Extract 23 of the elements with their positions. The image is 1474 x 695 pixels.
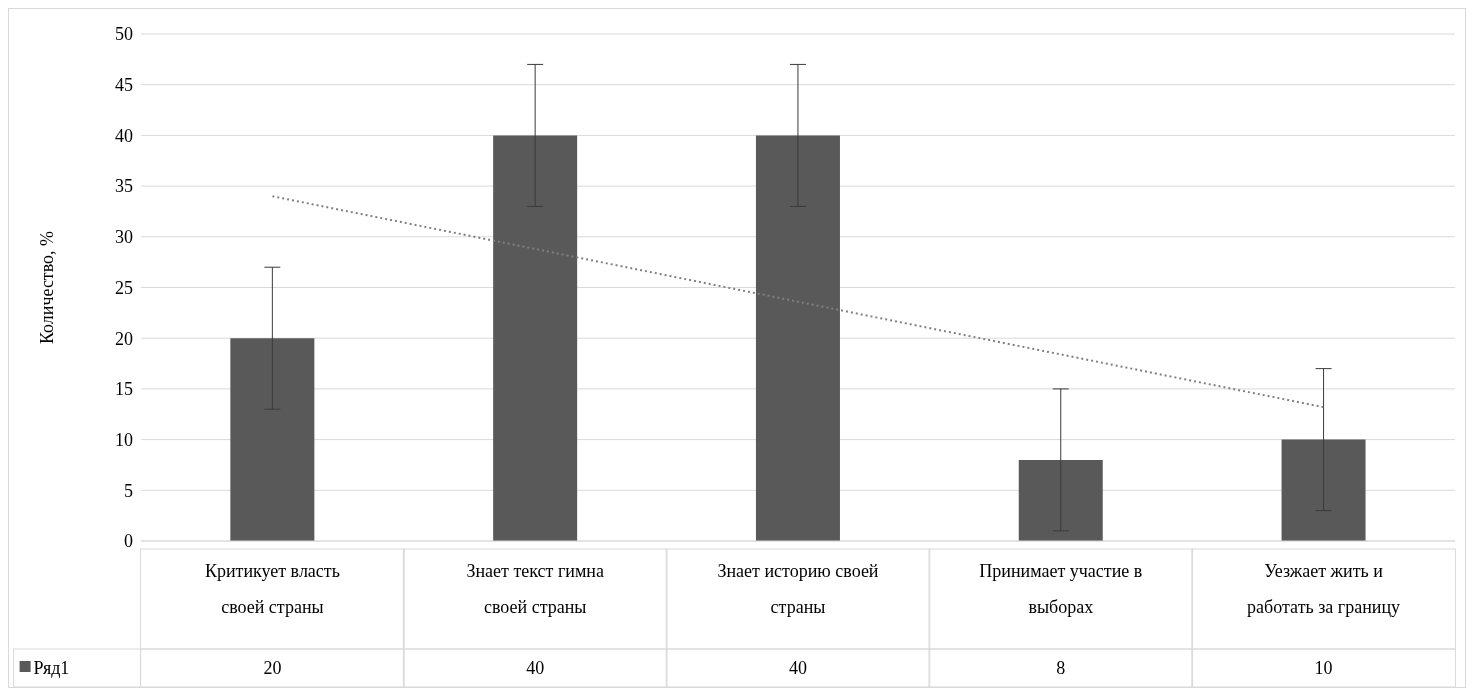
data-label: 8 [1056,658,1066,678]
x-tick-label: Критикует власть своей страны [204,561,340,617]
y-tick-label: 30 [115,227,133,248]
y-tick-label: 0 [124,531,133,552]
y-tick-label: 35 [115,176,133,197]
y-tick-label: 25 [115,277,133,298]
y-tick-label: 20 [115,328,133,349]
y-axis-title: Количество, % [37,230,58,345]
x-tick-label: Уезжает жить и работать за границу [1247,561,1401,617]
x-tick-label: Знает текст гимна своей страны [466,561,604,617]
y-tick-label: 45 [115,75,133,96]
legend-label: Ряд1 [33,658,70,678]
y-tick-label: 10 [115,429,133,450]
x-tick-label: Принимает участие в выборах [979,561,1143,617]
y-tick-label: 15 [115,379,133,400]
x-tick-label: Знает историю своей страны [717,561,879,617]
y-tick-label: 40 [115,125,133,146]
data-label: 20 [263,658,282,678]
data-label: 40 [526,658,545,678]
data-label: 40 [789,658,807,678]
y-tick-label: 5 [124,480,133,501]
y-tick-label: 50 [115,24,133,45]
data-label: 10 [1314,658,1333,678]
